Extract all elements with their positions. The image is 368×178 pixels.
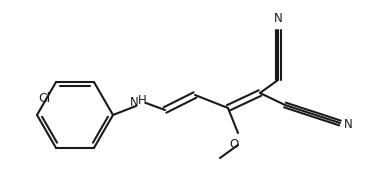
Text: N: N bbox=[274, 12, 282, 25]
Text: Cl: Cl bbox=[39, 92, 51, 105]
Text: O: O bbox=[229, 138, 238, 151]
Text: H: H bbox=[138, 93, 147, 106]
Text: N: N bbox=[344, 119, 353, 132]
Text: N: N bbox=[130, 96, 139, 109]
